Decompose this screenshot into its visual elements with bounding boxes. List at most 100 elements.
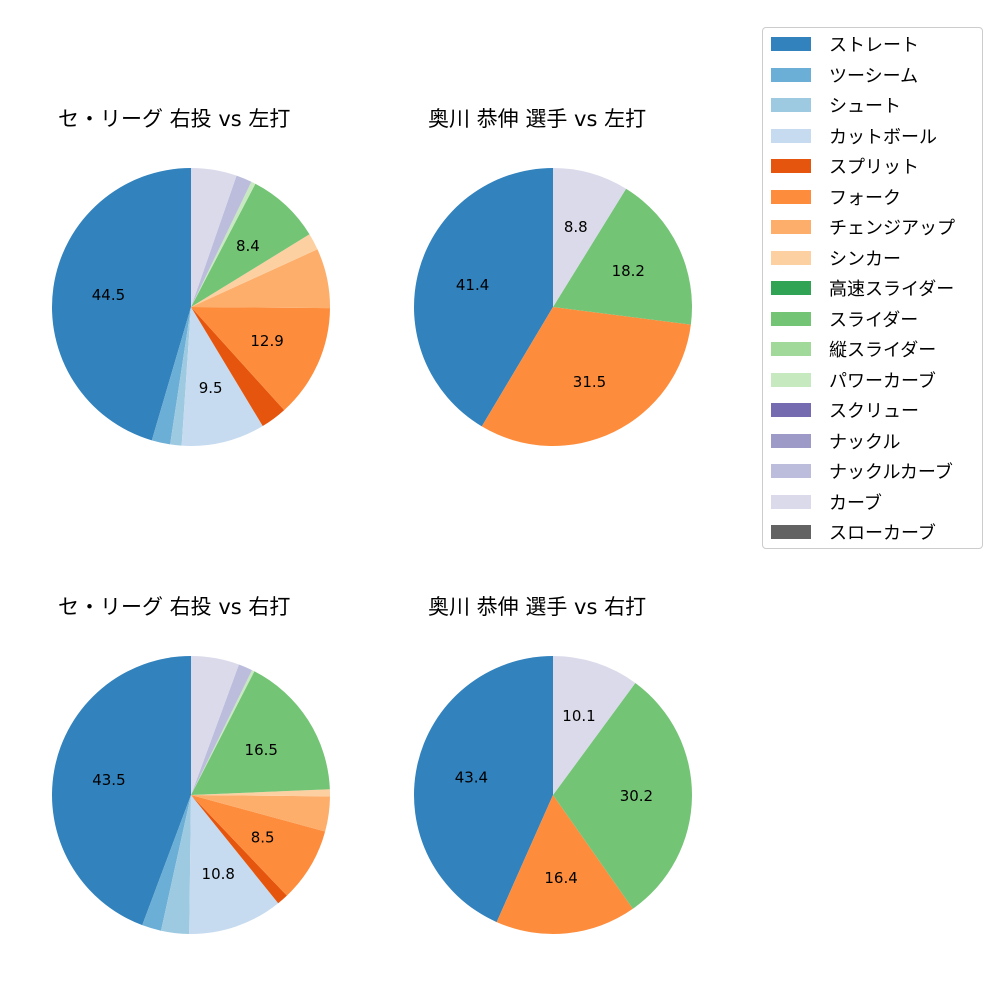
legend-label: 高速スライダー xyxy=(829,279,955,300)
legend-item: ナックルカーブ xyxy=(771,459,953,483)
pie-1: 44.5 9.5 12.9 8.4 xyxy=(51,168,330,447)
pie-1-slice-11 xyxy=(191,175,252,307)
pie-3-slice-1 xyxy=(52,656,192,926)
legend-item: ツーシーム xyxy=(771,63,918,87)
pie-3-slice-7 xyxy=(191,795,330,832)
legend-item: フォーク xyxy=(771,185,901,209)
legend-swatch xyxy=(771,433,811,448)
pie-3-label-4: 10.8 xyxy=(202,865,235,883)
pie-2-label-4: 8.8 xyxy=(564,218,588,236)
pie-3-slice-11 xyxy=(191,664,252,795)
legend-swatch xyxy=(771,189,811,204)
pie-1-slice-1 xyxy=(51,168,191,441)
legend-swatch xyxy=(771,494,811,509)
legend-item: シンカー xyxy=(771,246,901,270)
pie-2-label-3: 18.2 xyxy=(612,262,645,280)
pie-1-slice-9 xyxy=(191,183,310,307)
legend-item: スクリュー xyxy=(771,398,919,422)
legend-label: フォーク xyxy=(829,187,901,209)
pie-1-label-1: 44.5 xyxy=(92,286,125,304)
legend-label: シュート xyxy=(829,96,901,117)
legend-label: カットボール xyxy=(829,126,937,148)
legend-label: パワーカーブ xyxy=(829,370,936,392)
pie-1-slice-3 xyxy=(170,307,191,446)
legend-item: パワーカーブ xyxy=(771,368,936,392)
legend-swatch xyxy=(771,128,811,143)
pie-4-label-3: 30.2 xyxy=(620,787,653,805)
legend-item: 縦スライダー xyxy=(771,337,936,361)
pie-4-label-1: 43.4 xyxy=(455,769,488,787)
pie-1-slice-12 xyxy=(191,168,237,307)
legend-label: シンカー xyxy=(829,248,901,270)
legend-swatch xyxy=(771,525,811,539)
legend-item: チェンジアップ xyxy=(771,215,955,239)
legend-label: ナックル xyxy=(829,431,901,453)
pie-2-slice-3 xyxy=(553,188,692,325)
pie-1-label-9: 8.4 xyxy=(236,237,260,255)
legend-swatch xyxy=(771,67,811,82)
legend-label: ナックルカーブ xyxy=(829,462,953,483)
pie-2-label-2: 31.5 xyxy=(573,373,606,391)
legend-label: スローカーブ xyxy=(829,523,936,544)
legend-swatch xyxy=(771,403,811,417)
pie-1-slice-2 xyxy=(151,307,191,445)
pie-3-slice-10 xyxy=(191,670,255,795)
legend-item: ストレート xyxy=(771,32,919,56)
pie-4-label-4: 10.1 xyxy=(562,707,595,725)
pie-3-slice-5 xyxy=(191,795,287,904)
legend-item: スプリット xyxy=(771,154,919,178)
pie-1-slice-10 xyxy=(191,181,256,307)
legend-item: ナックル xyxy=(771,429,900,453)
legend-label: スプリット xyxy=(829,157,919,178)
pie-4-slice-3 xyxy=(553,683,693,909)
legend-label: ツーシーム xyxy=(829,65,919,87)
legend: ストレートツーシームシュートカットボール スプリットフォークチェンジアップ シンカー… xyxy=(762,27,983,549)
legend-item: カーブ xyxy=(771,490,882,514)
legend-swatch xyxy=(771,159,811,173)
legend-item: スライダー xyxy=(771,307,918,331)
legend-label: スライダー xyxy=(829,309,919,331)
pie-2: 41.4 31.5 18.2 8.8 xyxy=(414,168,692,446)
pie-title-3: セ・リーグ 右投 vs 右打 xyxy=(58,595,291,619)
legend-label: カーブ xyxy=(829,492,882,514)
pie-1-slice-6 xyxy=(191,307,330,411)
pie-4-label-2: 16.4 xyxy=(544,869,577,887)
pie-2-slice-4 xyxy=(553,168,627,307)
legend-item: スローカーブ xyxy=(771,520,936,544)
pie-3-slice-2 xyxy=(142,795,191,931)
legend-label: チェンジアップ xyxy=(829,218,955,239)
legend-swatch xyxy=(771,37,811,51)
pie-2-slice-2 xyxy=(481,307,691,446)
pie-title-1: セ・リーグ 右投 vs 左打 xyxy=(58,107,291,131)
pie-3-slice-9 xyxy=(191,671,330,795)
legend-swatch xyxy=(771,281,811,295)
pie-4: 43.4 16.4 30.2 10.1 xyxy=(413,656,693,935)
legend-swatch xyxy=(771,250,811,265)
pie-3-slice-8 xyxy=(191,789,331,797)
pie-3-slice-6 xyxy=(191,795,326,896)
pie-3-label-9: 16.5 xyxy=(245,741,278,759)
pie-3: 43.5 10.8 8.5 16.5 xyxy=(52,656,331,934)
legend-item: 高速スライダー xyxy=(771,276,954,300)
legend-item: シュート xyxy=(771,93,901,117)
legend-swatch xyxy=(771,311,811,326)
legend-item: カットボール xyxy=(771,124,937,148)
legend-label: 縦スライダー xyxy=(829,340,937,361)
pie-1-slice-8 xyxy=(191,234,318,307)
pie-3-slice-12 xyxy=(191,656,239,795)
pie-2-slice-1 xyxy=(414,168,553,427)
pie-1-slice-4 xyxy=(181,307,263,447)
legend-label: ストレート xyxy=(829,35,919,56)
pie-3-label-6: 8.5 xyxy=(251,829,275,847)
pie-3-label-1: 43.5 xyxy=(92,771,125,789)
legend-swatch xyxy=(771,98,811,112)
pie-1-label-4: 9.5 xyxy=(199,379,223,397)
pie-4-slice-4 xyxy=(553,656,636,795)
pie-4-slice-1 xyxy=(413,656,553,923)
legend-swatch xyxy=(771,342,811,356)
legend-swatch xyxy=(771,372,811,387)
pie-1-slice-5 xyxy=(191,307,285,427)
pie-title-2: 奥川 恭伸 選手 vs 左打 xyxy=(428,107,647,131)
